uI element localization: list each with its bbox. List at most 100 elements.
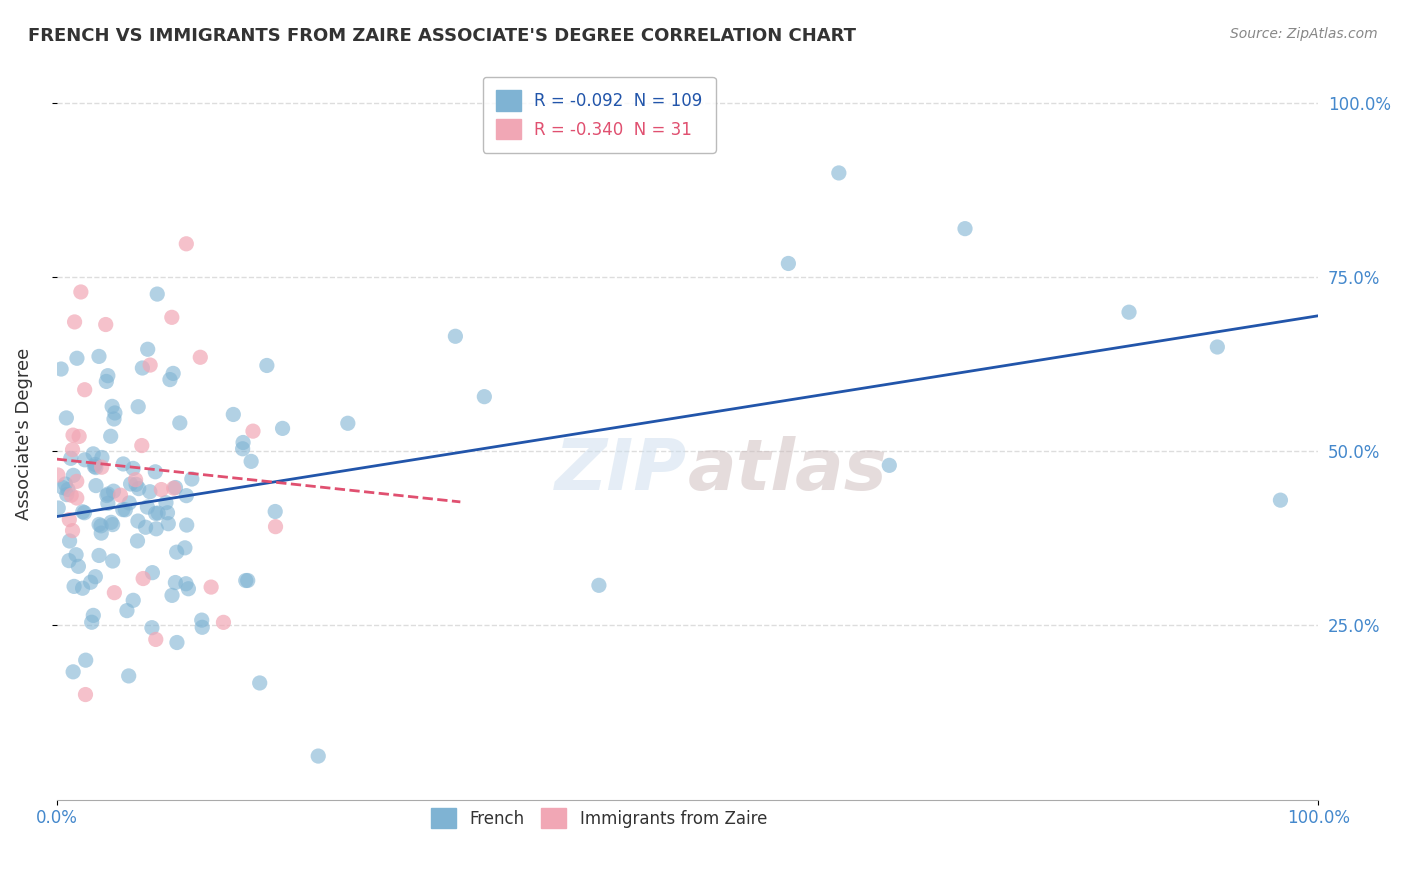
Text: atlas: atlas xyxy=(688,436,887,505)
Point xyxy=(145,632,167,647)
Point xyxy=(97,496,120,510)
Point xyxy=(232,442,254,456)
Point xyxy=(72,581,94,595)
Point xyxy=(87,549,110,563)
Legend: French, Immigrants from Zaire: French, Immigrants from Zaire xyxy=(425,801,773,835)
Point xyxy=(135,520,157,534)
Point xyxy=(59,451,82,466)
Point xyxy=(122,461,145,475)
Point xyxy=(52,481,75,495)
Point xyxy=(100,429,122,443)
Point xyxy=(82,608,104,623)
Point xyxy=(588,578,610,592)
Point xyxy=(67,559,90,574)
Point xyxy=(84,478,107,492)
Point xyxy=(94,318,117,332)
Point xyxy=(145,522,167,536)
Point xyxy=(190,613,212,627)
Point xyxy=(62,468,84,483)
Point xyxy=(1270,493,1292,508)
Point xyxy=(146,506,169,520)
Point xyxy=(82,447,104,461)
Point xyxy=(62,665,84,679)
Point xyxy=(264,519,287,533)
Point xyxy=(174,576,197,591)
Point xyxy=(472,390,495,404)
Point xyxy=(176,489,198,503)
Point xyxy=(104,406,127,420)
Point xyxy=(132,572,155,586)
Point xyxy=(136,343,159,357)
Point xyxy=(242,424,264,438)
Point xyxy=(103,585,125,599)
Point xyxy=(87,517,110,532)
Point xyxy=(176,236,198,251)
Point xyxy=(174,541,197,555)
Point xyxy=(118,496,141,510)
Point xyxy=(232,435,254,450)
Point xyxy=(63,579,86,593)
Point xyxy=(444,329,467,343)
Point xyxy=(66,351,89,366)
Point xyxy=(100,516,122,530)
Point xyxy=(87,350,110,364)
Point xyxy=(73,506,96,520)
Point xyxy=(66,491,89,505)
Point xyxy=(141,566,163,580)
Point xyxy=(103,484,125,499)
Point xyxy=(46,468,69,483)
Point xyxy=(212,615,235,630)
Point xyxy=(264,504,287,518)
Point xyxy=(160,310,183,325)
Point xyxy=(222,408,245,422)
Point xyxy=(46,501,69,516)
Point xyxy=(139,484,162,499)
Point xyxy=(96,489,118,503)
Point xyxy=(90,518,112,533)
Point xyxy=(55,411,77,425)
Point xyxy=(235,574,257,588)
Point xyxy=(165,481,187,495)
Y-axis label: Associate's Degree: Associate's Degree xyxy=(15,348,32,520)
Point xyxy=(163,481,186,495)
Point xyxy=(114,503,136,517)
Point xyxy=(1118,305,1140,319)
Point xyxy=(90,460,112,475)
Text: Source: ZipAtlas.com: Source: ZipAtlas.com xyxy=(1230,27,1378,41)
Point xyxy=(180,472,202,486)
Text: ZIP: ZIP xyxy=(555,436,688,505)
Point xyxy=(778,256,800,270)
Point xyxy=(67,429,90,443)
Point xyxy=(84,460,107,475)
Point xyxy=(118,669,141,683)
Point xyxy=(96,375,118,389)
Point xyxy=(84,458,107,472)
Point xyxy=(150,483,173,497)
Point xyxy=(110,488,132,502)
Point xyxy=(307,749,329,764)
Point xyxy=(146,287,169,301)
Point xyxy=(156,506,179,520)
Point xyxy=(200,580,222,594)
Point xyxy=(62,524,84,538)
Point xyxy=(1206,340,1229,354)
Point xyxy=(166,635,188,649)
Point xyxy=(166,545,188,559)
Point xyxy=(188,351,211,365)
Point xyxy=(879,458,901,473)
Point xyxy=(79,575,101,590)
Point xyxy=(80,615,103,630)
Point xyxy=(53,477,76,491)
Point xyxy=(143,465,166,479)
Point xyxy=(157,516,180,531)
Point xyxy=(169,416,191,430)
Point xyxy=(58,554,80,568)
Point xyxy=(75,688,97,702)
Point xyxy=(145,507,167,521)
Point xyxy=(240,454,263,468)
Point xyxy=(111,502,134,516)
Point xyxy=(56,483,79,497)
Point xyxy=(49,362,72,376)
Point xyxy=(72,505,94,519)
Text: FRENCH VS IMMIGRANTS FROM ZAIRE ASSOCIATE'S DEGREE CORRELATION CHART: FRENCH VS IMMIGRANTS FROM ZAIRE ASSOCIAT… xyxy=(28,27,856,45)
